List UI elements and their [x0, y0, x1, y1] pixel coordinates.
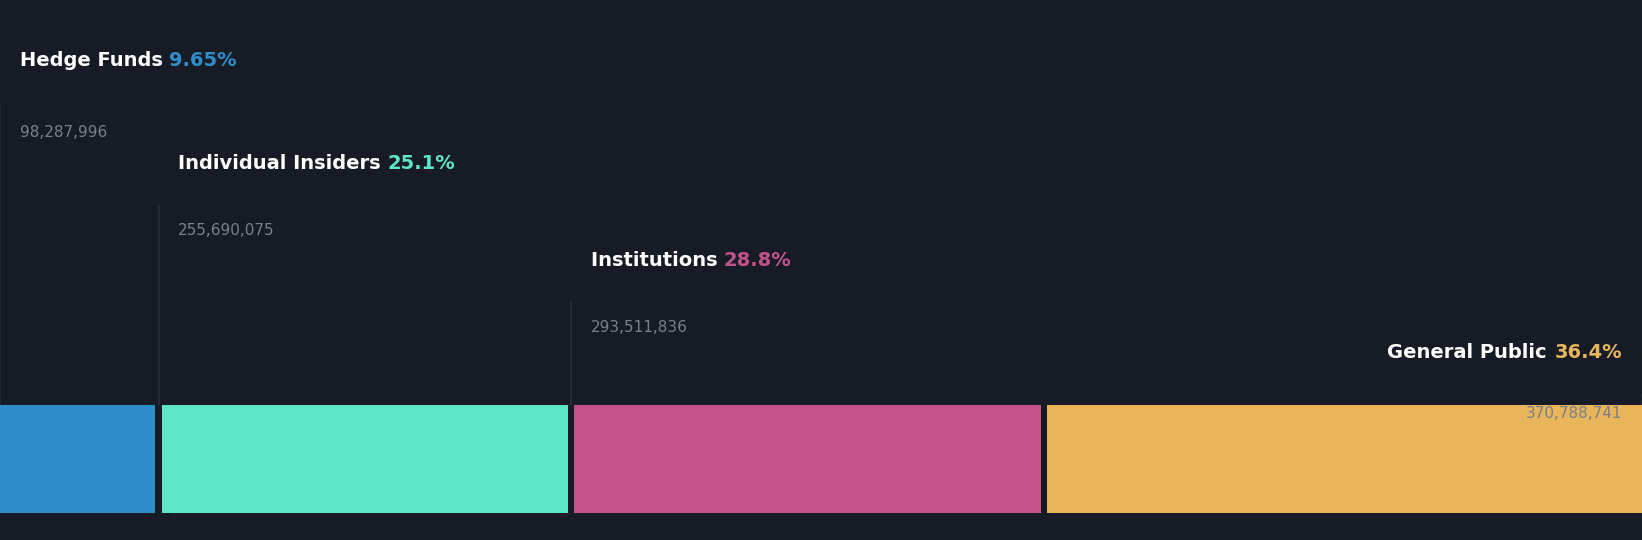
Bar: [163, 405, 568, 513]
Text: Hedge Funds: Hedge Funds: [20, 51, 169, 70]
Text: 293,511,836: 293,511,836: [591, 320, 688, 335]
Bar: [575, 405, 1041, 513]
Bar: [1048, 405, 1642, 513]
Bar: [0, 405, 156, 513]
Text: Institutions: Institutions: [591, 251, 724, 270]
Text: 370,788,741: 370,788,741: [1525, 406, 1622, 421]
Text: General Public: General Public: [1387, 343, 1547, 362]
Text: 255,690,075: 255,690,075: [179, 222, 274, 238]
Text: Individual Insiders: Individual Insiders: [179, 154, 388, 173]
Text: 28.8%: 28.8%: [724, 251, 791, 270]
Text: 98,287,996: 98,287,996: [20, 125, 107, 140]
Text: 9.65%: 9.65%: [169, 51, 236, 70]
Text: 36.4%: 36.4%: [1555, 343, 1622, 362]
Text: 25.1%: 25.1%: [388, 154, 455, 173]
